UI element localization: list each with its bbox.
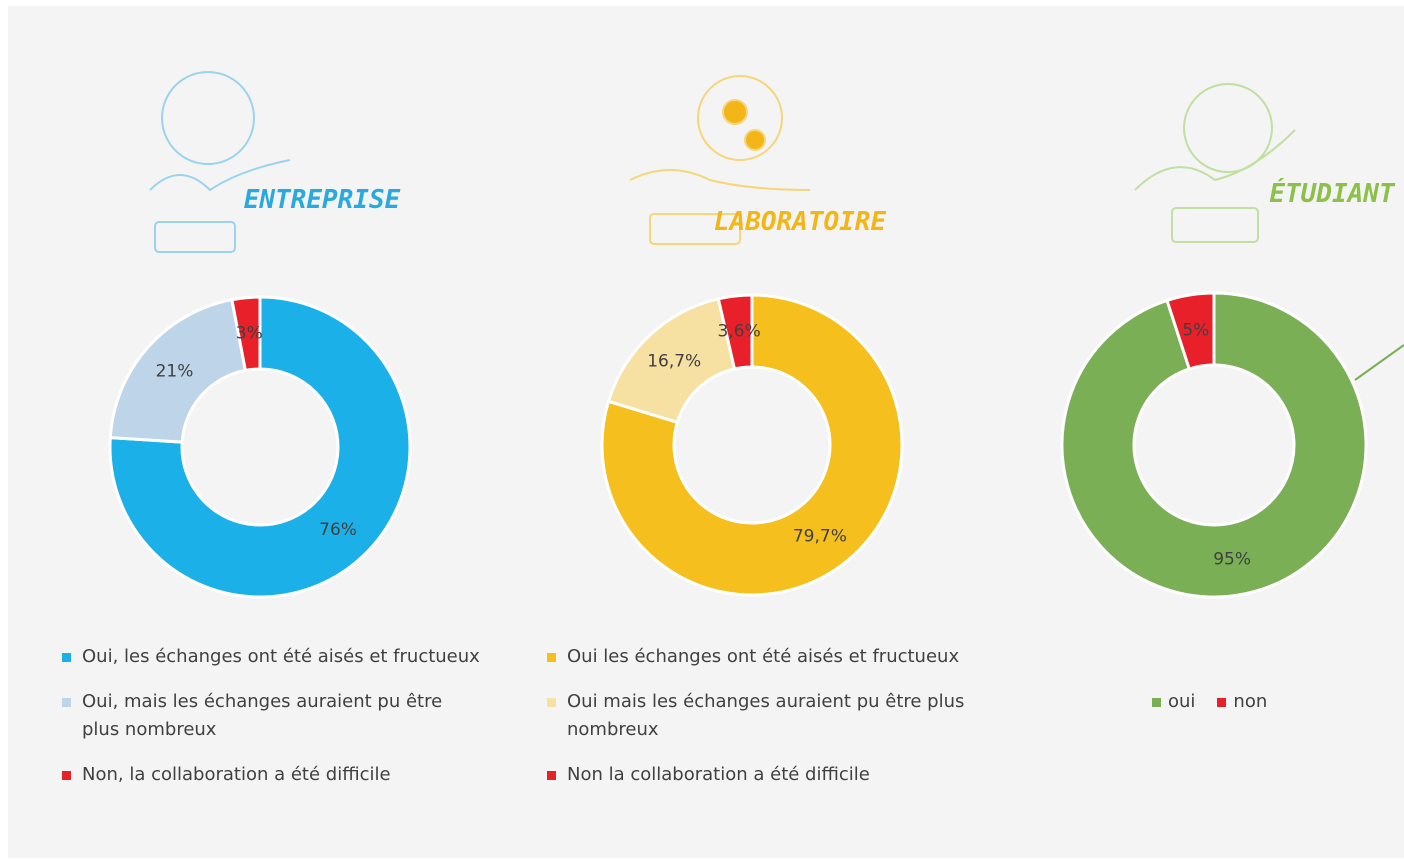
legend-item: Non la collaboration a été difficile bbox=[547, 761, 967, 789]
segment-label: 95% bbox=[1213, 550, 1251, 570]
page: ENTREPRISE 76% 21% 3% LABORATOIRE 79,7% 16,7% 3… bbox=[0, 0, 1404, 860]
legend-swatch bbox=[62, 653, 71, 662]
connector-line bbox=[1355, 345, 1404, 380]
legend-label: Non la collaboration a été difficile bbox=[567, 764, 870, 785]
legend-item: Oui, les échanges ont été aisés et fruct… bbox=[62, 643, 482, 671]
segment-label: 3% bbox=[236, 324, 263, 344]
segment-label: 79,7% bbox=[793, 527, 847, 547]
legend-swatch bbox=[547, 698, 556, 707]
legend-swatch bbox=[547, 771, 556, 780]
legend-label: Oui mais les échanges auraient pu être p… bbox=[567, 691, 964, 740]
segment-label: 21% bbox=[156, 362, 194, 382]
segment-label: 16,7% bbox=[647, 352, 701, 372]
legend-item: oui bbox=[1152, 688, 1195, 716]
legend-label: non bbox=[1233, 691, 1267, 712]
chart-title: LABORATOIRE bbox=[714, 207, 887, 237]
legend-item: Oui, mais les échanges auraient pu être … bbox=[62, 688, 482, 744]
legend-swatch bbox=[62, 698, 71, 707]
legend: Oui, les échanges ont été aisés et fruct… bbox=[62, 643, 482, 806]
legend-swatch bbox=[547, 653, 556, 662]
legend-item: Oui les échanges ont été aisés et fructu… bbox=[547, 643, 967, 671]
legend-label: Non, la collaboration a été difficile bbox=[82, 764, 391, 785]
legend-item: Non, la collaboration a été difficile bbox=[62, 761, 482, 789]
legend: Oui les échanges ont été aisés et fructu… bbox=[547, 643, 967, 806]
legend-item: Oui mais les échanges auraient pu être p… bbox=[547, 688, 967, 744]
segment-label: 3,6% bbox=[718, 322, 761, 342]
legend-label: Oui, les échanges ont été aisés et fruct… bbox=[82, 646, 480, 667]
legend-label: Oui les échanges ont été aisés et fructu… bbox=[567, 646, 959, 667]
legend: oui non bbox=[1152, 688, 1402, 733]
chart-title: ENTREPRISE bbox=[244, 185, 401, 215]
legend-swatch bbox=[1217, 698, 1226, 707]
segment-label: 5% bbox=[1182, 320, 1209, 340]
legend-swatch bbox=[1152, 698, 1161, 707]
legend-label: oui bbox=[1168, 691, 1195, 712]
legend-swatch bbox=[62, 771, 71, 780]
legend-label: Oui, mais les échanges auraient pu être … bbox=[82, 691, 442, 740]
segment-label: 76% bbox=[319, 520, 357, 540]
illustration-student bbox=[1135, 84, 1295, 242]
chart-title: ÉTUDIANT bbox=[1269, 177, 1396, 209]
illustration-company bbox=[150, 72, 290, 252]
legend-item: non bbox=[1217, 688, 1267, 716]
